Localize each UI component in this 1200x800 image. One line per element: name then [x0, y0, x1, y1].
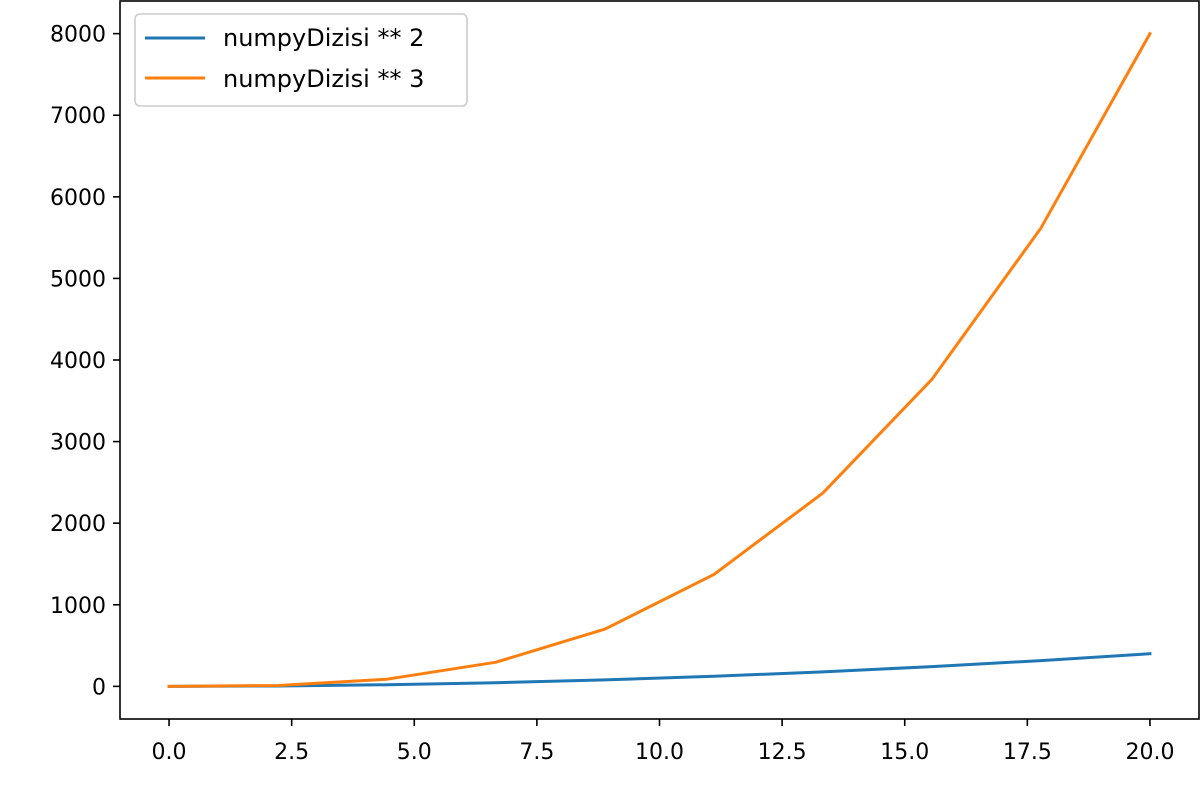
legend-label-series-1: numpyDizisi ** 2	[223, 24, 424, 52]
x-axis: 0.0 2.5 5.0 7.5 10.0 12.5 15.0 17.5 20.0	[152, 719, 1174, 765]
y-tick-label: 7000	[50, 104, 106, 129]
x-tick-label: 7.5	[519, 740, 554, 765]
plot-area	[119, 0, 1200, 720]
x-tick-label: 15.0	[880, 740, 929, 765]
y-axis: 0 1000 2000 3000 4000 5000 6000 7000 8000	[50, 23, 120, 700]
x-tick-label: 5.0	[397, 740, 432, 765]
y-tick-label: 2000	[50, 512, 106, 537]
x-tick-label: 20.0	[1125, 740, 1174, 765]
y-tick-label: 1000	[50, 594, 106, 619]
series-line-2	[167, 31, 1152, 688]
x-tick-label: 17.5	[1003, 740, 1052, 765]
legend-box	[134, 13, 468, 107]
series-line-1	[167, 652, 1152, 688]
y-tick-label: 8000	[50, 23, 106, 48]
legend-label-series-2: numpyDizisi ** 3	[223, 65, 424, 93]
y-tick-label: 0	[92, 675, 106, 700]
y-tick-label: 4000	[50, 349, 106, 374]
y-tick-label: 5000	[50, 267, 106, 292]
y-tick-label: 3000	[50, 431, 106, 456]
x-tick-label: 0.0	[152, 740, 187, 765]
series-lines	[167, 31, 1152, 688]
x-tick-label: 10.0	[635, 740, 684, 765]
x-tick-label: 2.5	[274, 740, 309, 765]
x-tick-label: 12.5	[758, 740, 807, 765]
legend: numpyDizisi ** 2 numpyDizisi ** 3	[134, 13, 468, 107]
y-tick-label: 6000	[50, 186, 106, 211]
